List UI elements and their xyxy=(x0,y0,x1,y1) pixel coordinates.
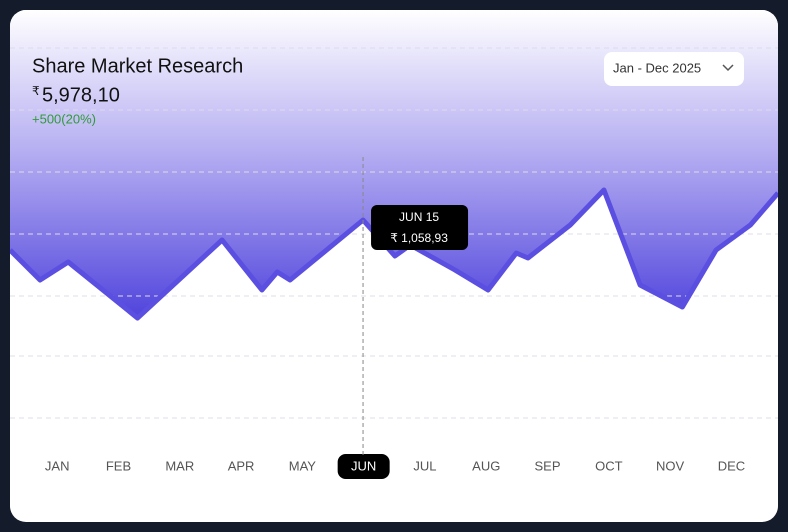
x-tick-label: DEC xyxy=(718,458,745,473)
x-tick-label: JAN xyxy=(45,458,70,473)
x-tick-label: FEB xyxy=(106,458,131,473)
plot xyxy=(10,10,778,419)
x-tick-label: AUG xyxy=(472,458,500,473)
tooltip-box xyxy=(371,205,469,250)
area-fill xyxy=(10,10,778,318)
x-tick-label: SEP xyxy=(535,458,561,473)
title: Share Market Research xyxy=(32,55,243,77)
x-tick-label: NOV xyxy=(656,458,685,473)
x-tick-label: OCT xyxy=(595,458,623,473)
currency: ₹ xyxy=(32,84,40,98)
x-tick-label: JUL xyxy=(413,458,436,473)
range-dropdown[interactable]: Jan - Dec 2025 xyxy=(604,52,744,86)
chevron[interactable] xyxy=(722,64,734,72)
x-tick-label: MAY xyxy=(289,458,317,473)
dropdown-box[interactable] xyxy=(604,52,744,86)
x-tick-label: MAR xyxy=(165,458,194,473)
tooltip-value: ₹ 1,058,93 xyxy=(390,231,448,245)
amount: 5,978,10 xyxy=(42,84,120,106)
tick-highlight xyxy=(337,454,390,479)
line xyxy=(10,187,778,321)
dropdown-label[interactable]: Jan - Dec 2025 xyxy=(613,60,701,75)
x-tick-label: JUN xyxy=(351,458,376,473)
change: +500(20%) xyxy=(32,111,96,126)
x-tick-label: APR xyxy=(228,458,255,473)
tooltip-date: JUN 15 xyxy=(399,210,439,224)
